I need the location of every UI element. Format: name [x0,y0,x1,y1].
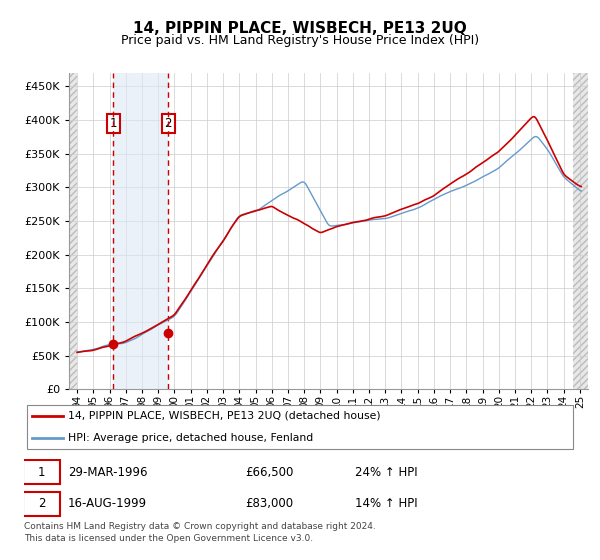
Text: £66,500: £66,500 [245,465,293,479]
Bar [113,73,168,389]
Bar [573,73,588,389]
Text: 1: 1 [38,465,46,479]
FancyBboxPatch shape [23,460,61,484]
Text: 14, PIPPIN PLACE, WISBECH, PE13 2UQ (detached house): 14, PIPPIN PLACE, WISBECH, PE13 2UQ (det… [68,410,381,421]
Text: 29-MAR-1996: 29-MAR-1996 [68,465,148,479]
Text: 1: 1 [110,117,117,130]
Text: 2: 2 [38,497,46,510]
Bar [69,73,77,389]
FancyBboxPatch shape [23,492,61,516]
Text: 24% ↑ HPI: 24% ↑ HPI [355,465,418,479]
Text: HPI: Average price, detached house, Fenland: HPI: Average price, detached house, Fenl… [68,433,313,444]
Text: 16-AUG-1999: 16-AUG-1999 [68,497,147,510]
Text: £83,000: £83,000 [245,497,293,510]
Text: 14% ↑ HPI: 14% ↑ HPI [355,497,418,510]
Text: Price paid vs. HM Land Registry's House Price Index (HPI): Price paid vs. HM Land Registry's House … [121,34,479,46]
Text: Contains HM Land Registry data © Crown copyright and database right 2024.
This d: Contains HM Land Registry data © Crown c… [24,522,376,543]
Text: 14, PIPPIN PLACE, WISBECH, PE13 2UQ: 14, PIPPIN PLACE, WISBECH, PE13 2UQ [133,21,467,36]
Text: 2: 2 [164,117,172,130]
FancyBboxPatch shape [27,405,573,449]
